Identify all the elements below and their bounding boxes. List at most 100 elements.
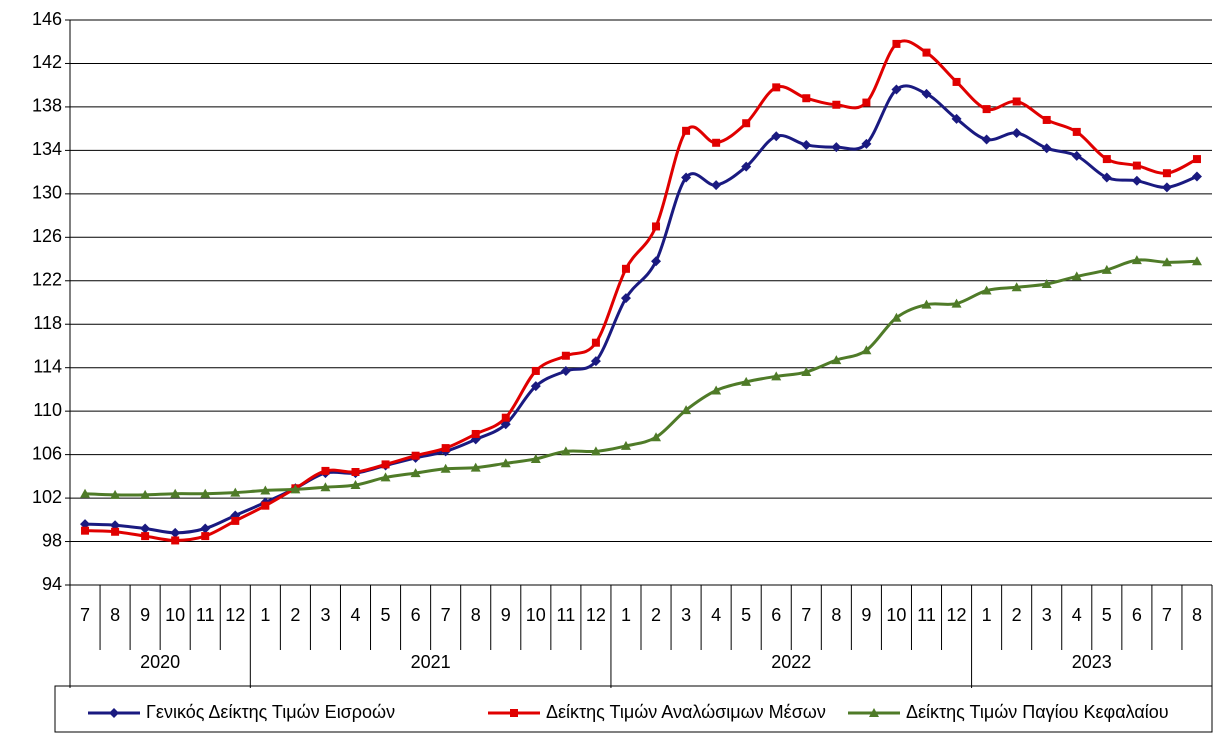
marker bbox=[591, 338, 600, 347]
marker bbox=[531, 366, 540, 375]
marker bbox=[711, 180, 722, 191]
marker bbox=[1072, 127, 1081, 136]
x-tick-label: 5 bbox=[741, 605, 751, 625]
x-tick-label: 2 bbox=[1012, 605, 1022, 625]
y-tick-label: 146 bbox=[32, 9, 62, 29]
marker bbox=[832, 100, 841, 109]
y-tick-label: 106 bbox=[32, 443, 62, 463]
marker bbox=[682, 126, 691, 135]
marker bbox=[982, 105, 991, 114]
x-tick-label: 3 bbox=[1042, 605, 1052, 625]
marker bbox=[1192, 155, 1201, 164]
marker bbox=[1042, 115, 1051, 124]
x-tick-label: 8 bbox=[471, 605, 481, 625]
x-tick-label: 10 bbox=[165, 605, 185, 625]
y-tick-label: 138 bbox=[32, 96, 62, 116]
marker bbox=[831, 355, 842, 365]
year-label: 2020 bbox=[140, 652, 180, 672]
marker bbox=[1101, 172, 1112, 183]
marker bbox=[590, 356, 601, 367]
x-tick-label: 1 bbox=[621, 605, 631, 625]
x-tick-label: 9 bbox=[861, 605, 871, 625]
marker bbox=[261, 501, 270, 510]
marker bbox=[170, 527, 181, 538]
marker bbox=[350, 480, 361, 490]
marker bbox=[801, 139, 812, 150]
marker bbox=[1162, 169, 1171, 178]
marker bbox=[620, 440, 631, 450]
x-tick-label: 7 bbox=[801, 605, 811, 625]
y-tick-label: 118 bbox=[33, 313, 62, 333]
marker bbox=[231, 516, 240, 525]
year-label: 2023 bbox=[1072, 652, 1112, 672]
x-tick-label: 5 bbox=[381, 605, 391, 625]
marker bbox=[200, 523, 211, 534]
marker bbox=[410, 468, 421, 478]
marker bbox=[1041, 143, 1052, 154]
x-tick-label: 8 bbox=[831, 605, 841, 625]
marker bbox=[111, 527, 120, 536]
x-tick-label: 3 bbox=[320, 605, 330, 625]
marker bbox=[320, 482, 331, 492]
x-tick-label: 11 bbox=[196, 605, 215, 625]
x-tick-label: 4 bbox=[1072, 605, 1082, 625]
x-tick-label: 8 bbox=[1192, 605, 1202, 625]
marker bbox=[771, 131, 782, 142]
y-tick-label: 114 bbox=[33, 356, 62, 376]
marker bbox=[741, 161, 752, 172]
x-tick-label: 1 bbox=[982, 605, 992, 625]
x-tick-label: 6 bbox=[411, 605, 421, 625]
marker bbox=[892, 39, 901, 48]
y-tick-label: 134 bbox=[32, 139, 62, 159]
y-tick-label: 94 bbox=[42, 574, 62, 594]
marker bbox=[951, 298, 962, 308]
x-tick-label: 10 bbox=[526, 605, 546, 625]
marker bbox=[801, 367, 812, 377]
marker bbox=[440, 463, 451, 473]
marker bbox=[681, 405, 692, 415]
marker bbox=[81, 526, 90, 535]
marker bbox=[560, 365, 571, 376]
y-tick-label: 110 bbox=[33, 400, 62, 420]
marker bbox=[1161, 182, 1172, 193]
marker bbox=[471, 429, 480, 438]
marker bbox=[80, 519, 91, 530]
marker bbox=[861, 138, 872, 149]
y-tick-label: 98 bbox=[42, 530, 62, 550]
marker bbox=[869, 708, 879, 717]
marker bbox=[681, 172, 692, 183]
marker bbox=[381, 460, 390, 469]
marker bbox=[891, 84, 902, 95]
x-tick-label: 12 bbox=[947, 605, 967, 625]
marker bbox=[1131, 255, 1142, 265]
x-tick-label: 9 bbox=[140, 605, 150, 625]
marker bbox=[530, 381, 541, 392]
marker bbox=[1131, 175, 1142, 186]
marker bbox=[1161, 257, 1172, 267]
marker bbox=[1041, 279, 1052, 289]
marker bbox=[802, 94, 811, 103]
marker bbox=[922, 48, 931, 57]
marker bbox=[921, 88, 932, 99]
marker bbox=[1101, 264, 1112, 274]
marker bbox=[141, 532, 150, 541]
marker bbox=[351, 468, 360, 476]
marker bbox=[561, 351, 570, 360]
y-tick-label: 122 bbox=[32, 270, 62, 290]
marker bbox=[981, 134, 992, 145]
marker bbox=[380, 472, 391, 482]
marker bbox=[560, 446, 571, 456]
x-tick-label: 4 bbox=[711, 605, 721, 625]
x-tick-label: 8 bbox=[110, 605, 120, 625]
marker bbox=[110, 520, 121, 531]
y-tick-label: 102 bbox=[32, 487, 62, 507]
marker bbox=[1071, 150, 1082, 161]
marker bbox=[621, 264, 630, 273]
legend-box bbox=[54, 685, 1213, 733]
marker bbox=[470, 462, 481, 472]
marker bbox=[510, 709, 518, 717]
marker bbox=[891, 312, 902, 322]
y-tick-label: 130 bbox=[32, 183, 62, 203]
x-tick-label: 11 bbox=[557, 605, 576, 625]
